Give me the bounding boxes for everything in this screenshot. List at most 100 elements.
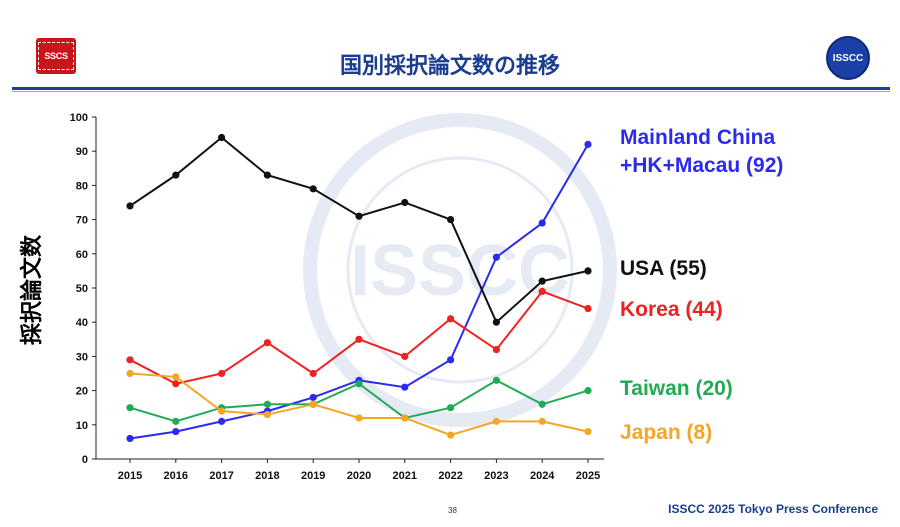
data-point: [218, 407, 226, 415]
data-point: [126, 356, 134, 364]
y-tick-label: 100: [70, 112, 88, 124]
data-point: [538, 277, 546, 285]
data-point: [172, 171, 180, 179]
x-tick-label: 2017: [209, 470, 233, 482]
legend-label-line: +HK+Macau (92): [620, 154, 784, 177]
data-point: [355, 335, 363, 343]
x-tick-label: 2022: [438, 470, 462, 482]
series-1: [126, 133, 592, 326]
legend-label-line: USA (55): [620, 257, 707, 280]
data-point: [401, 198, 409, 207]
y-tick-label: 70: [76, 215, 88, 227]
y-tick-label: 10: [76, 420, 88, 432]
page-number: 38: [448, 506, 457, 515]
legend-label-line: Mainland China: [620, 126, 776, 149]
data-point: [309, 393, 317, 402]
chart-axes: 0 10 20 30 40 50 60 70 80 90 100 2015 2016 2017 2018 20…: [70, 112, 604, 482]
x-tick-label: 2019: [301, 470, 325, 482]
data-point: [218, 417, 226, 425]
data-point: [447, 216, 455, 224]
sscs-logo-text: SSCS: [38, 42, 74, 70]
x-tick-label: 2015: [118, 470, 142, 482]
legend-entry: Mainland China +HK+Macau (92): [620, 124, 783, 180]
series-0: [126, 140, 592, 443]
data-point: [584, 387, 592, 395]
data-point: [172, 380, 180, 388]
data-point: [309, 400, 317, 408]
y-tick-label: 30: [76, 351, 88, 363]
data-point: [126, 434, 134, 443]
isscc-logo: ISSCC: [826, 36, 870, 80]
conference-footer: ISSCC 2025 Tokyo Press Conference: [668, 502, 878, 516]
series-2: [126, 287, 592, 388]
slide-header: SSCS 国別採択論文数の推移 ISSCC: [0, 0, 900, 92]
legend-label-line: Japan (8): [620, 421, 713, 444]
data-point: [218, 133, 226, 142]
sscs-logo: SSCS: [36, 38, 76, 74]
isscc-watermark-seal: ISSCC: [303, 113, 617, 427]
data-point: [126, 404, 134, 412]
data-point: [492, 345, 500, 354]
data-point: [401, 383, 409, 391]
data-point: [172, 428, 180, 436]
y-tick-label: 0: [82, 454, 88, 466]
data-point: [172, 417, 180, 425]
legend-entry: Korea (44): [620, 296, 723, 324]
data-point: [492, 417, 500, 425]
data-point: [126, 202, 134, 210]
data-point: [538, 417, 546, 425]
series-4: [126, 369, 592, 439]
data-point: [447, 431, 455, 439]
data-point: [447, 315, 455, 323]
data-point: [355, 414, 363, 422]
data-point: [355, 380, 363, 388]
y-tick-label: 40: [76, 317, 88, 329]
data-point: [263, 339, 271, 347]
data-point: [584, 267, 592, 275]
data-point: [538, 287, 546, 296]
legend-label-line: Korea (44): [620, 298, 723, 321]
x-tick-label: 2018: [255, 470, 279, 482]
y-tick-label: 80: [76, 180, 88, 192]
y-tick-label: 50: [76, 283, 88, 295]
x-tick-label: 2021: [393, 470, 417, 482]
data-point: [401, 352, 409, 360]
legend-entry: USA (55): [620, 255, 707, 283]
data-point: [447, 404, 455, 412]
series-line: [129, 136, 589, 324]
data-point: [584, 140, 592, 148]
slide-title: 国別採択論文数の推移: [339, 54, 560, 79]
y-tick-label: 20: [76, 386, 88, 398]
legend-entry: Japan (8): [620, 419, 712, 447]
header-divider-thin: [12, 91, 890, 92]
y-tick-label: 60: [76, 249, 88, 261]
data-point: [263, 171, 271, 179]
x-tick-label: 2023: [484, 470, 508, 482]
x-tick-label: 2020: [347, 470, 371, 482]
data-point: [355, 212, 363, 220]
data-point: [492, 253, 500, 261]
legend-entry: Taiwan (20): [620, 375, 733, 403]
data-point: [172, 373, 180, 381]
y-tick-label: 90: [76, 146, 88, 158]
data-point: [401, 414, 409, 422]
data-point: [538, 219, 546, 227]
data-point: [309, 369, 317, 378]
x-tick-label: 2024: [530, 470, 555, 482]
chart-series: [126, 133, 592, 443]
data-point: [584, 428, 592, 436]
data-point: [263, 410, 271, 419]
data-point: [584, 304, 592, 313]
data-point: [126, 369, 134, 378]
legend-label-line: Taiwan (20): [620, 377, 733, 400]
data-point: [218, 369, 226, 378]
data-point: [538, 400, 546, 408]
data-point: [309, 185, 317, 193]
y-axis-label: 採択論文数: [20, 234, 45, 346]
x-tick-label: 2025: [576, 470, 600, 482]
data-point: [447, 356, 455, 364]
header-divider: [12, 87, 890, 90]
data-point: [492, 318, 500, 326]
data-point: [492, 376, 500, 384]
